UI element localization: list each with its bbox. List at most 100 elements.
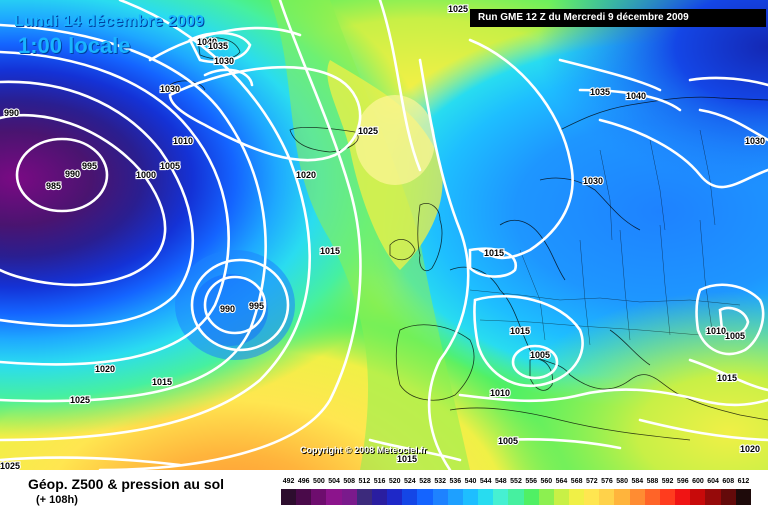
isobar-label: 1015 bbox=[320, 246, 340, 256]
isobar-label: 1030 bbox=[214, 56, 234, 66]
scale-label: 524 bbox=[404, 478, 416, 485]
isobar-label: 1005 bbox=[498, 436, 518, 446]
scale-swatch bbox=[553, 489, 569, 505]
isobar-label: 1005 bbox=[725, 331, 745, 341]
isobar-label: 990 bbox=[4, 108, 19, 118]
isobar-label: 1025 bbox=[358, 126, 378, 136]
scale-swatch bbox=[523, 489, 539, 505]
isobar-label: 1030 bbox=[583, 176, 603, 186]
scale-label: 492 bbox=[282, 478, 295, 485]
scale-label: 512 bbox=[358, 478, 371, 485]
scale-label: 496 bbox=[297, 478, 310, 485]
model-run-banner: Run GME 12 Z du Mercredi 9 décembre 2009 bbox=[470, 9, 766, 27]
scale-swatch bbox=[705, 489, 721, 505]
color-scale-bar bbox=[281, 489, 751, 505]
isobar-label: 1030 bbox=[745, 136, 765, 146]
scale-label: 504 bbox=[328, 478, 340, 485]
country-borders bbox=[469, 129, 741, 346]
isobar-label: 1020 bbox=[95, 364, 115, 374]
scale-swatch bbox=[281, 489, 297, 505]
isobar-label: 990 bbox=[65, 169, 80, 179]
isobar-label: 1040 bbox=[626, 91, 646, 101]
scale-swatch bbox=[478, 489, 494, 505]
scale-swatch bbox=[417, 489, 433, 505]
scale-swatch bbox=[462, 489, 479, 505]
isobar-label: 1010 bbox=[490, 388, 510, 398]
scale-swatch bbox=[584, 489, 600, 505]
scale-label: 556 bbox=[525, 478, 537, 485]
isobar-label: 1005 bbox=[530, 350, 550, 360]
scale-swatch bbox=[326, 489, 342, 505]
copyright-notice: Copyright © 2008 Meteociel.fr bbox=[300, 445, 427, 455]
isobar-label: 995 bbox=[82, 161, 97, 171]
scale-label: 596 bbox=[676, 478, 689, 485]
scale-label: 500 bbox=[313, 478, 325, 485]
isobar-label: 1015 bbox=[717, 373, 737, 383]
scale-swatch bbox=[690, 489, 706, 505]
isobar-label: 1025 bbox=[0, 461, 20, 470]
scale-label: 516 bbox=[373, 478, 386, 485]
legend: Géop. Z500 & pression au sol (+ 108h) 49… bbox=[0, 470, 768, 512]
scale-label: 600 bbox=[692, 478, 704, 485]
isobar-label: 1015 bbox=[152, 377, 172, 387]
scale-swatch bbox=[735, 489, 751, 505]
isobar-labels: 1025 1040 1035 1030 1030 1010 1005 1000 … bbox=[0, 3, 766, 470]
scale-label: 520 bbox=[388, 478, 401, 485]
scale-label: 548 bbox=[494, 478, 507, 485]
scale-label: 588 bbox=[646, 478, 659, 485]
isobar-label: 990 bbox=[220, 304, 235, 314]
scale-swatch bbox=[508, 489, 524, 505]
scale-label: 532 bbox=[434, 478, 447, 485]
scale-label: 608 bbox=[722, 478, 735, 485]
scale-label: 560 bbox=[540, 478, 553, 485]
scale-label: 604 bbox=[707, 478, 719, 485]
scale-swatch bbox=[387, 489, 403, 505]
isobar-label: 1010 bbox=[173, 136, 193, 146]
forecast-time: 1:00 locale bbox=[18, 33, 131, 58]
scale-label: 612 bbox=[737, 478, 750, 485]
isobar-label: 1020 bbox=[740, 444, 760, 454]
scale-label: 580 bbox=[616, 478, 628, 485]
scale-swatch bbox=[568, 489, 585, 505]
scale-label: 528 bbox=[419, 478, 431, 485]
scale-swatch bbox=[493, 489, 509, 505]
scale-label: 584 bbox=[631, 478, 644, 485]
isobar-label: 1005 bbox=[160, 161, 180, 171]
scale-swatch bbox=[356, 489, 372, 505]
scale-swatch bbox=[720, 489, 736, 505]
scale-swatch bbox=[432, 489, 448, 505]
isobar-label: 1020 bbox=[296, 170, 316, 180]
scale-label: 576 bbox=[601, 478, 613, 485]
scale-swatch bbox=[341, 489, 357, 505]
isobars bbox=[0, 0, 768, 470]
isobar-label: 1030 bbox=[160, 84, 180, 94]
scale-label: 536 bbox=[449, 478, 462, 485]
scale-label: 508 bbox=[343, 478, 356, 485]
scale-swatch bbox=[311, 489, 327, 505]
isobar-label: 1000 bbox=[136, 170, 156, 180]
scale-label: 568 bbox=[570, 478, 583, 485]
scale-swatch bbox=[644, 489, 660, 505]
scale-swatch bbox=[659, 489, 676, 505]
scale-label: 564 bbox=[555, 478, 568, 485]
legend-title: Géop. Z500 & pression au sol bbox=[28, 476, 225, 492]
isobar-label: 1035 bbox=[590, 87, 610, 97]
weather-map: 1025 1040 1035 1030 1030 1010 1005 1000 … bbox=[0, 0, 768, 470]
scale-swatch bbox=[447, 489, 463, 505]
isobar-label: 1040 bbox=[197, 37, 217, 47]
scale-swatch bbox=[538, 489, 554, 505]
isobar-label: 1035 bbox=[208, 41, 228, 51]
isobar-label: 1025 bbox=[70, 395, 90, 405]
isobar-label: 1015 bbox=[510, 326, 530, 336]
scale-label: 592 bbox=[661, 478, 674, 485]
isobar-label: 1025 bbox=[448, 4, 468, 14]
color-scale-labels: 492 496 500 504 508 512 516 520 524 528 532 536 540 5… bbox=[281, 478, 751, 488]
scale-swatch bbox=[675, 489, 691, 505]
scale-swatch bbox=[629, 489, 645, 505]
forecast-date: Lundi 14 décembre 2009 bbox=[14, 13, 205, 30]
isobar-label: 1015 bbox=[484, 248, 504, 258]
isobar-label: 985 bbox=[46, 181, 61, 191]
scale-swatch bbox=[614, 489, 630, 505]
legend-subtitle: (+ 108h) bbox=[36, 494, 78, 506]
scale-label: 552 bbox=[510, 478, 522, 485]
